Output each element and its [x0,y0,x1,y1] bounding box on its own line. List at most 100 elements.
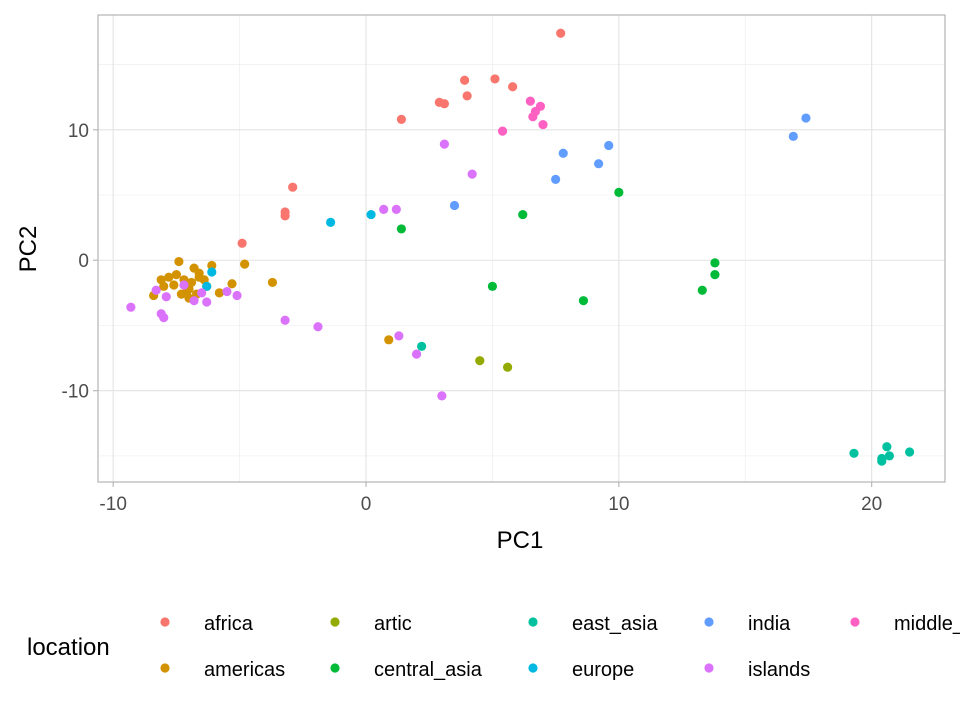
data-point-central-asia [697,285,707,295]
legend-key-americas [160,663,170,673]
data-points [126,28,915,466]
grid [98,15,945,482]
data-point-islands [197,288,207,298]
data-point-islands [161,292,171,302]
data-point-east-asia [905,447,915,457]
data-point-americas [207,260,217,271]
data-point-islands [439,139,449,149]
data-point-middle- [538,119,548,130]
legend-label-americas: americas [204,659,285,681]
data-point-africa [462,91,472,101]
data-point-islands [467,169,477,179]
legend-label-africa: africa [204,613,254,635]
x-axis-title: PC1 [497,527,544,554]
legend-key-india [704,617,714,627]
data-point-africa [508,82,518,92]
data-point-africa [556,28,566,38]
data-point-india [801,113,811,123]
data-point-artic [502,362,513,372]
data-point-islands [151,285,161,295]
legend-title: location [27,634,110,661]
legend-label-india: india [748,613,791,635]
data-point-india [551,174,561,184]
data-point-middle- [528,112,538,122]
data-point-africa [237,238,247,248]
data-point-artic [475,356,485,366]
x-tick-label: -10 [99,494,126,515]
data-point-east-asia [417,341,427,351]
data-point-east-asia [877,456,887,466]
legend: location africa americas artic central_asia… [27,613,960,681]
data-point-central-asia [518,209,528,220]
data-point-americas [227,279,237,289]
data-point-east-asia [882,442,892,452]
plot-panel-border [97,14,946,483]
data-point-east-asia [884,451,894,461]
legend-key-africa [160,617,170,627]
data-point-americas [240,259,250,269]
legend-key-islands [704,663,714,673]
legend-label-islands: islands [748,659,810,681]
data-point-africa [396,114,407,124]
data-point-islands [159,313,169,323]
data-point-africa [460,75,470,85]
legend-key-europe [528,663,538,673]
data-point-middle- [497,126,508,136]
data-point-africa [288,182,298,192]
data-point-india [594,159,604,169]
data-point-islands [179,280,189,290]
data-point-central-asia [487,281,498,291]
data-point-east-asia [849,448,859,458]
data-point-islands [222,286,232,297]
data-point-india [558,148,568,158]
data-point-americas [181,288,192,298]
data-point-islands [189,296,199,306]
data-point-americas [384,335,394,345]
data-point-americas [214,288,224,298]
data-point-africa [439,99,449,109]
y-tick-label: -10 [62,382,89,403]
data-point-europe [366,209,376,220]
y-tick-label: 0 [78,251,89,272]
data-point-central-asia [578,296,589,306]
axis-ticks: -10 0 10 20 -10 0 10 [62,121,883,515]
data-point-islands [280,315,290,325]
data-point-americas [171,269,181,280]
data-point-europe [202,281,212,291]
legend-key-artic [330,617,340,627]
data-point-india [788,131,798,141]
data-point-india [449,200,460,211]
data-point-americas [174,256,184,267]
data-point-central-asia [710,269,720,280]
data-point-middle- [525,96,535,106]
data-point-islands [379,204,389,214]
data-point-islands [232,290,242,301]
data-point-islands [394,331,404,341]
data-point-americas [164,272,174,282]
x-tick-label: 20 [861,494,882,515]
legend-key-middle- [850,617,860,627]
data-point-central-asia [396,224,407,234]
legend-label-artic: artic [374,613,412,635]
legend-label-europe: europe [572,659,634,681]
data-point-islands [437,391,447,401]
x-tick-label: 0 [361,494,372,515]
data-point-islands [411,349,422,359]
data-point-islands [313,322,323,332]
x-tick-label: 10 [608,494,629,515]
data-point-americas [267,277,278,288]
data-point-europe [207,267,217,277]
data-point-central-asia [710,258,720,268]
legend-label-middle-: middle_ [894,613,960,635]
data-point-americas [194,272,204,282]
legend-label-central-asia: central_asia [374,659,483,681]
y-axis-title: PC2 [15,226,42,273]
data-point-india [604,140,614,151]
data-point-islands [391,204,401,214]
data-point-africa [280,211,290,221]
legend-key-central-asia [330,663,340,673]
data-point-africa [490,74,500,84]
data-point-islands [202,297,212,307]
legend-key-east-asia [528,617,538,627]
